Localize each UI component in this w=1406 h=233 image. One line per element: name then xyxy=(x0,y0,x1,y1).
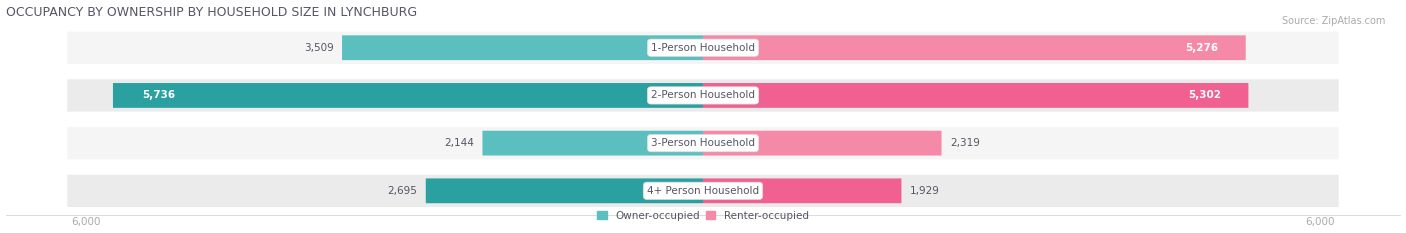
FancyBboxPatch shape xyxy=(342,35,703,60)
Text: 2,695: 2,695 xyxy=(388,186,418,196)
Text: 3-Person Household: 3-Person Household xyxy=(651,138,755,148)
FancyBboxPatch shape xyxy=(426,178,703,203)
Text: 5,276: 5,276 xyxy=(1185,43,1219,53)
Text: 3,509: 3,509 xyxy=(304,43,333,53)
Text: 1,929: 1,929 xyxy=(910,186,939,196)
Text: 5,302: 5,302 xyxy=(1188,90,1222,100)
FancyBboxPatch shape xyxy=(482,131,703,155)
FancyBboxPatch shape xyxy=(67,31,1339,64)
Text: 4+ Person Household: 4+ Person Household xyxy=(647,186,759,196)
FancyBboxPatch shape xyxy=(703,131,942,155)
FancyBboxPatch shape xyxy=(703,178,901,203)
Text: 5,736: 5,736 xyxy=(142,90,176,100)
FancyBboxPatch shape xyxy=(112,83,703,108)
FancyBboxPatch shape xyxy=(703,35,1246,60)
FancyBboxPatch shape xyxy=(703,83,1249,108)
Text: 1-Person Household: 1-Person Household xyxy=(651,43,755,53)
FancyBboxPatch shape xyxy=(67,79,1339,112)
Text: 2,144: 2,144 xyxy=(444,138,474,148)
Text: Source: ZipAtlas.com: Source: ZipAtlas.com xyxy=(1281,16,1385,26)
FancyBboxPatch shape xyxy=(67,175,1339,207)
Text: 2,319: 2,319 xyxy=(950,138,980,148)
Text: 2-Person Household: 2-Person Household xyxy=(651,90,755,100)
FancyBboxPatch shape xyxy=(67,127,1339,159)
Legend: Owner-occupied, Renter-occupied: Owner-occupied, Renter-occupied xyxy=(593,206,813,225)
Text: OCCUPANCY BY OWNERSHIP BY HOUSEHOLD SIZE IN LYNCHBURG: OCCUPANCY BY OWNERSHIP BY HOUSEHOLD SIZE… xyxy=(6,6,416,19)
